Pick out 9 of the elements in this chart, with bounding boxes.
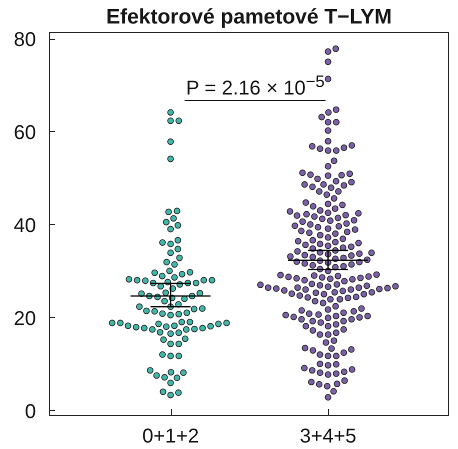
y-tick-label: 80 xyxy=(14,29,36,52)
annotation: P = 2.16 × 10$^{−5}$ xyxy=(184,72,326,100)
x-tick-label: 0+1+2 xyxy=(142,426,199,448)
x-tick-label: 3+4+5 xyxy=(300,426,356,448)
y-tick-label: 40 xyxy=(14,214,36,237)
y-tick-label: 20 xyxy=(14,308,36,330)
y-tick-label: 60 xyxy=(14,122,36,144)
chart-title: Efektorové pametové T−LYM xyxy=(106,5,392,28)
y-tick-label: 0 xyxy=(24,400,36,423)
